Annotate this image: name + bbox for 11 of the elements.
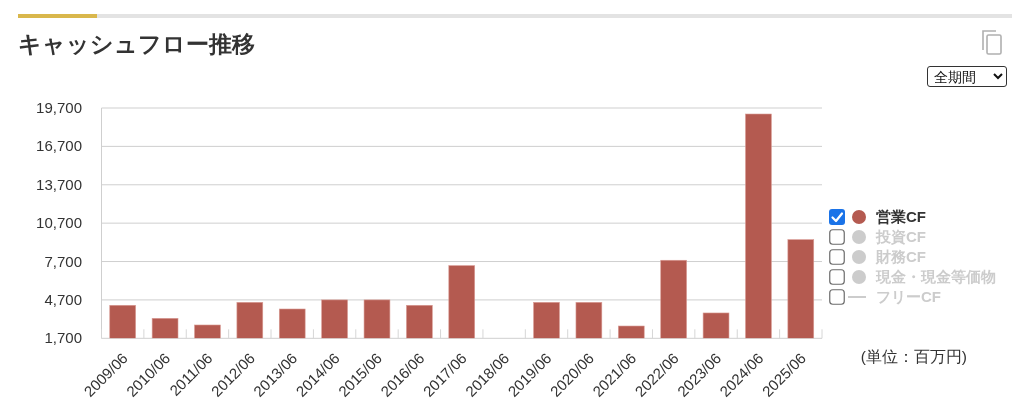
y-tick-label: 4,700 bbox=[44, 290, 82, 308]
y-tick-label: 16,700 bbox=[36, 137, 82, 155]
y-tick-label: 19,700 bbox=[36, 99, 82, 116]
y-tick-label: 13,700 bbox=[36, 175, 82, 193]
y-tick-label: 1,700 bbox=[44, 329, 82, 347]
chart-title: キャッシュフロー推移 bbox=[18, 31, 255, 57]
text: (単位：百万円) bbox=[860, 348, 967, 365]
y-tick-label: 10,700 bbox=[36, 214, 82, 232]
text: 全期間 bbox=[927, 66, 1007, 87]
legend-label: 営業CF bbox=[876, 208, 926, 225]
y-tick-label: 7,700 bbox=[44, 252, 82, 270]
